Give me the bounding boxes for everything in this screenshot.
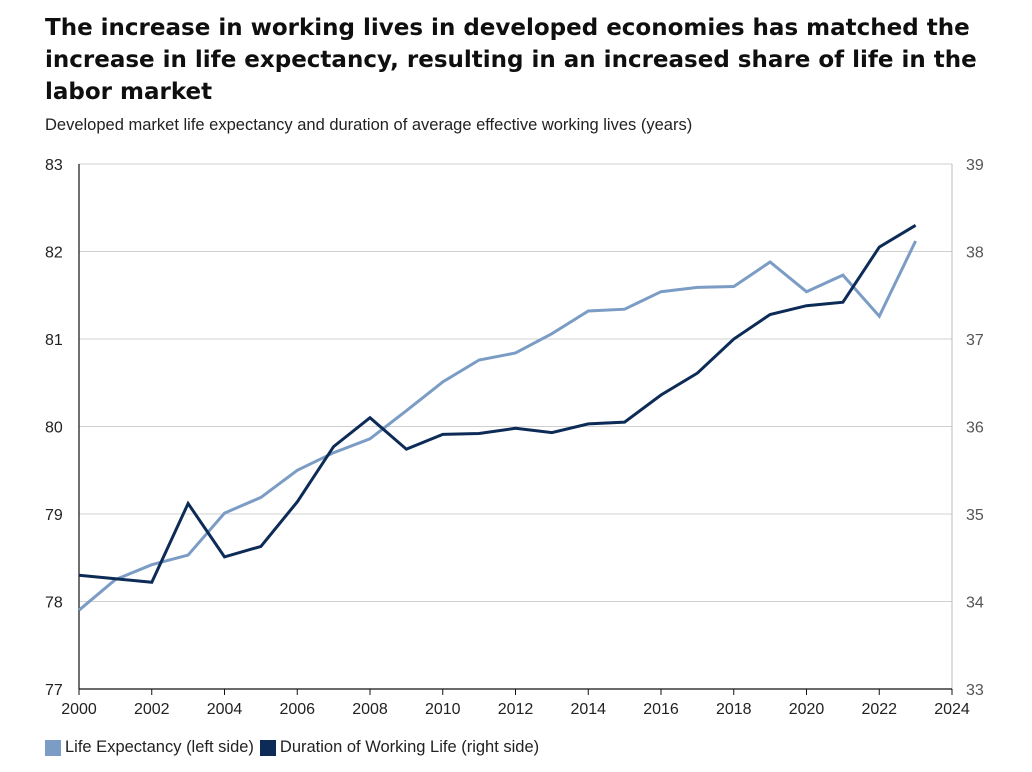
tick-labels: 77 78 79 80 81 82 83 33 34 35 36 37 38 39 2000 2002 2004…: [45, 157, 984, 718]
y-left-tick-label: 82: [45, 245, 63, 262]
x-tick-label: 2010: [425, 701, 461, 718]
legend: Life Expectancy (left side) Duration of …: [45, 738, 545, 757]
legend-swatch-life-expectancy: [45, 739, 61, 756]
y-left-tick-label: 80: [45, 420, 63, 437]
x-tick-label: 2020: [789, 701, 825, 718]
y-right-tick-label: 36: [966, 420, 984, 437]
y-right-tick-label: 35: [966, 507, 984, 524]
legend-label-working-life: Duration of Working Life (right side): [279, 738, 540, 756]
y-left-tick-label: 83: [45, 157, 63, 174]
legend-label-life-expectancy: Life Expectancy (left side): [65, 738, 254, 756]
chart-subtitle: Developed market life expectancy and dur…: [45, 116, 693, 134]
x-tick-label: 2000: [61, 701, 97, 718]
x-tick-label: 2004: [207, 701, 243, 718]
y-right-tick-label: 38: [966, 245, 984, 262]
x-tick-label: 2012: [498, 701, 534, 718]
x-tick-label: 2002: [134, 701, 170, 718]
legend-swatch-working-life: [259, 739, 276, 756]
y-right-tick-label: 34: [966, 595, 984, 612]
y-right-tick-label: 33: [966, 682, 984, 699]
x-tick-label: 2024: [934, 701, 970, 718]
series-line-life-expectancy: [78, 240, 917, 612]
series-line-working-life: [78, 224, 917, 584]
y-right-tick-label: 39: [966, 157, 984, 174]
y-left-tick-label: 78: [45, 595, 63, 612]
gridlines: [79, 163, 952, 602]
y-right-tick-label: 37: [966, 332, 984, 349]
x-tick-label: 2018: [716, 701, 752, 718]
y-left-tick-label: 81: [45, 332, 63, 349]
chart-title: The increase in working lives in develop…: [45, 15, 977, 105]
y-left-tick-label: 79: [45, 507, 63, 524]
x-tick-label: 2014: [570, 701, 606, 718]
legend-item-life-expectancy: Life Expectancy (left side): [45, 738, 254, 757]
x-tick-label: 2008: [352, 701, 388, 718]
x-tick-label: 2022: [861, 701, 897, 718]
x-tick-label: 2016: [643, 701, 679, 718]
axes: [78, 164, 953, 695]
y-left-tick-label: 77: [45, 682, 63, 699]
series-lines: [78, 224, 917, 612]
x-tick-label: 2006: [279, 701, 315, 718]
legend-item-working-life: Duration of Working Life (right side): [259, 738, 540, 757]
